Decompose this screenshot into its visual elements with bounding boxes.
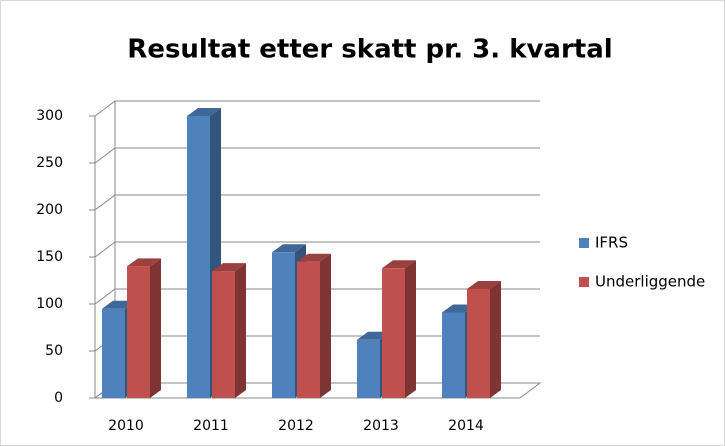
bar-top [127, 258, 161, 267]
y-tick-label: 300 [36, 108, 63, 124]
bar [102, 308, 125, 398]
bar [187, 116, 210, 398]
bar-side [490, 280, 501, 398]
bar-side [150, 258, 161, 398]
bar [212, 271, 235, 398]
bar-side [320, 253, 331, 398]
bar-top [297, 253, 331, 262]
bar [357, 339, 380, 398]
y-tick-label: 100 [36, 296, 63, 312]
bar-top [212, 263, 246, 272]
legend-swatch [579, 277, 589, 287]
bar [442, 312, 465, 398]
y-tick-label: 250 [36, 155, 63, 171]
x-tick-label: 2013 [363, 418, 399, 434]
bar-side [235, 263, 246, 398]
grid-line [94, 194, 540, 211]
bar [272, 252, 295, 398]
bar-top [382, 260, 416, 269]
bar [467, 288, 490, 398]
y-tick-label: 50 [45, 343, 63, 359]
chart-title: Resultat etter skatt pr. 3. kvartal [127, 35, 612, 65]
x-tick-label: 2011 [193, 418, 229, 434]
legend-label: Underliggende [595, 273, 705, 291]
legend-swatch [579, 238, 589, 248]
grid-line [94, 241, 540, 258]
grid-line [94, 147, 540, 164]
x-tick-label: 2010 [108, 418, 144, 434]
bar [382, 268, 405, 398]
bar-side [405, 260, 416, 398]
x-tick-label: 2012 [278, 418, 314, 434]
y-tick-label: 150 [36, 249, 63, 265]
grid-line [94, 100, 540, 117]
bar-top [187, 108, 221, 116]
bar-top [272, 244, 306, 253]
y-tick-label: 0 [54, 390, 63, 406]
y-tick-label: 200 [36, 202, 63, 218]
x-tick-label: 2014 [448, 418, 484, 434]
bar [297, 261, 320, 398]
legend-label: IFRS [595, 234, 628, 252]
bar [127, 266, 150, 398]
bar-top [467, 280, 501, 289]
